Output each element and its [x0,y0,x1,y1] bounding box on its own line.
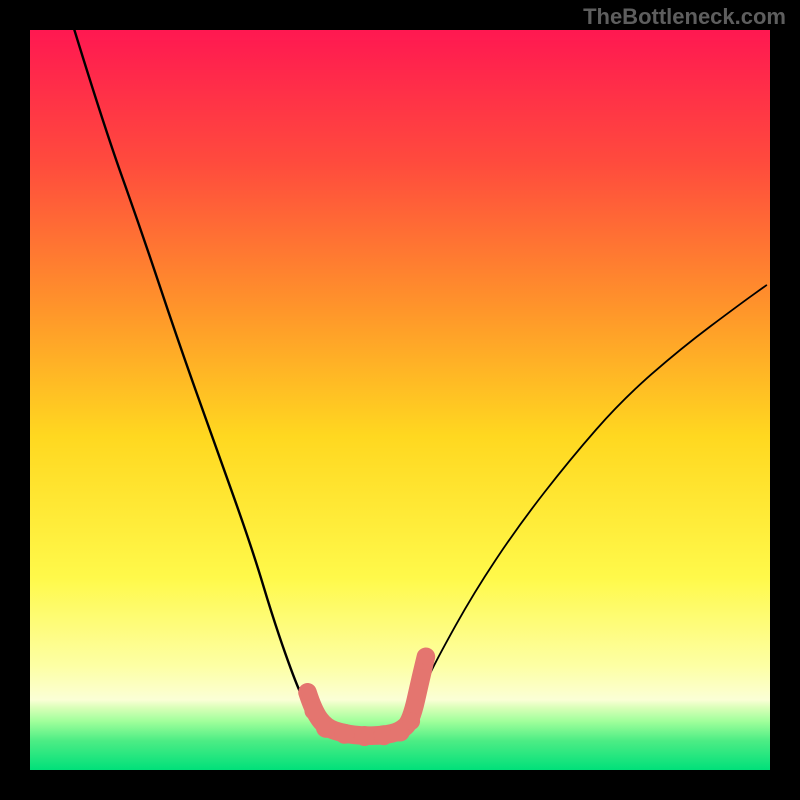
marker-dot [402,712,420,730]
marker-dot [316,718,336,738]
marker-dot [304,702,322,720]
marker-dot [412,669,430,687]
marker-dot [418,649,434,665]
marker-dot [335,724,355,744]
bottleneck-curve-chart [30,30,770,770]
marker-dot [354,726,374,746]
marker-dot [300,684,316,700]
watermark-text: TheBottleneck.com [583,4,786,30]
plot-area [30,30,770,770]
curve-left-branch [74,30,370,736]
chart-frame: TheBottleneck.com [0,0,800,800]
